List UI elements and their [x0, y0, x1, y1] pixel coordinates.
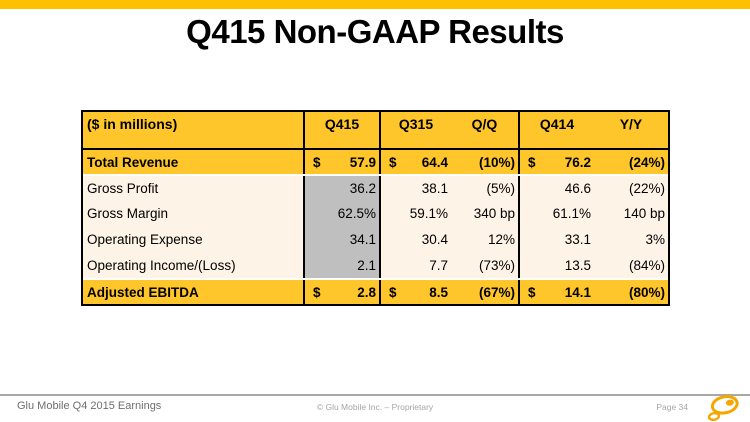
table-row-adjusted-ebitda: Adjusted EBITDA $2.8 $8.5 (67%) $14.1 (8… — [83, 278, 668, 304]
cell-q415: 2.1 — [305, 252, 381, 278]
cell-value: 7.7 — [429, 257, 448, 273]
table-row-operating-expense: Operating Expense 34.1 30.4 12% 33.1 3% — [83, 226, 668, 252]
cell-q315: 59.1% — [381, 200, 451, 226]
cell-value: 2.1 — [357, 257, 376, 273]
cell-yy: 140 bp — [623, 205, 665, 221]
cell-qq: (10%) — [451, 150, 520, 174]
cell-q315: 7.7 — [381, 252, 451, 278]
cell-value: 36.2 — [349, 180, 376, 196]
dollar-sign: $ — [389, 284, 397, 300]
cell-q414: $14.1 — [520, 280, 594, 304]
page-number: Page 34 — [656, 402, 688, 412]
header-q414: Q414 — [539, 116, 575, 132]
cell-value: 59.1% — [409, 205, 448, 221]
cell-yy: 3% — [645, 231, 665, 247]
row-label: Gross Margin — [83, 200, 305, 226]
cell-q414: 33.1 — [520, 226, 594, 252]
table-row-operating-income: Operating Income/(Loss) 2.1 7.7 (73%) 13… — [83, 252, 668, 278]
cell-q415: 34.1 — [305, 226, 381, 252]
cell-q415: $57.9 — [305, 150, 381, 174]
footer-deck-title: Glu Mobile Q4 2015 Earnings — [17, 400, 162, 412]
cell-qq: 12% — [451, 226, 520, 252]
header-yy: Y/Y — [619, 116, 643, 132]
cell-value: 64.4 — [421, 154, 448, 170]
glu-mascot-icon — [707, 395, 739, 421]
cell-q414: 61.1% — [520, 200, 594, 226]
cell-value: 76.2 — [564, 154, 591, 170]
table-row-total-revenue: Total Revenue $57.9 $64.4 (10%) $76.2 (2… — [83, 150, 668, 174]
cell-value: 38.1 — [421, 180, 448, 196]
cell-q414: 13.5 — [520, 252, 594, 278]
cell-q415: 36.2 — [305, 176, 381, 200]
cell-value: 34.1 — [349, 231, 376, 247]
table-row-gross-profit: Gross Profit 36.2 38.1 (5%) 46.6 (22%) — [83, 174, 668, 200]
cell-value: 61.1% — [552, 205, 591, 221]
cell-value: 57.9 — [349, 154, 376, 170]
cell-value: 14.1 — [564, 284, 591, 300]
dollar-sign: $ — [528, 154, 536, 170]
cell-qq: (73%) — [451, 252, 520, 278]
cell-qq: (67%) — [451, 280, 520, 304]
cell-value: 30.4 — [421, 231, 448, 247]
cell-q415: 62.5% — [305, 200, 381, 226]
cell-q415: $2.8 — [305, 280, 381, 304]
row-label: Adjusted EBITDA — [83, 280, 305, 304]
table-row-gross-margin: Gross Margin 62.5% 59.1% 340 bp 61.1% 14… — [83, 200, 668, 226]
financial-results-table: ($ in millions) Q415 Q315 Q/Q Q414 Y/Y T… — [81, 110, 670, 306]
header-qq: Q/Q — [451, 112, 520, 148]
cell-value: 46.6 — [564, 180, 591, 196]
cell-qq: (5%) — [451, 176, 520, 200]
cell-qq: 340 bp — [451, 200, 520, 226]
header-q315: Q315 — [398, 116, 434, 132]
row-label: Total Revenue — [83, 150, 305, 174]
dollar-sign: $ — [313, 154, 321, 170]
footer-copyright: © Glu Mobile Inc. – Proprietary — [316, 402, 434, 412]
row-label: Operating Income/(Loss) — [83, 252, 305, 278]
cell-value: 8.5 — [429, 284, 448, 300]
row-label: Operating Expense — [83, 226, 305, 252]
cell-yy: (84%) — [628, 257, 665, 273]
dollar-sign: $ — [528, 284, 536, 300]
table-header-row: ($ in millions) Q415 Q315 Q/Q Q414 Y/Y — [83, 112, 668, 150]
cell-q315: 30.4 — [381, 226, 451, 252]
header-units: ($ in millions) — [83, 112, 305, 148]
cell-q414: $76.2 — [520, 150, 594, 174]
dollar-sign: $ — [313, 284, 321, 300]
dollar-sign: $ — [389, 154, 397, 170]
cell-q315: $64.4 — [381, 150, 451, 174]
cell-value: 62.5% — [337, 205, 376, 221]
cell-value: 2.8 — [357, 284, 376, 300]
cell-value: 13.5 — [564, 257, 591, 273]
cell-yy: (24%) — [628, 154, 665, 170]
top-accent-bar — [0, 0, 750, 9]
cell-yy: (22%) — [628, 180, 665, 196]
cell-value: 33.1 — [564, 231, 591, 247]
footer-divider — [0, 394, 750, 396]
header-q415: Q415 — [305, 112, 381, 148]
cell-q414: 46.6 — [520, 176, 594, 200]
row-label: Gross Profit — [83, 176, 305, 200]
cell-yy: (80%) — [628, 284, 665, 300]
cell-q315: $8.5 — [381, 280, 451, 304]
slide-title: Q415 Non-GAAP Results — [186, 13, 564, 50]
cell-q315: 38.1 — [381, 176, 451, 200]
